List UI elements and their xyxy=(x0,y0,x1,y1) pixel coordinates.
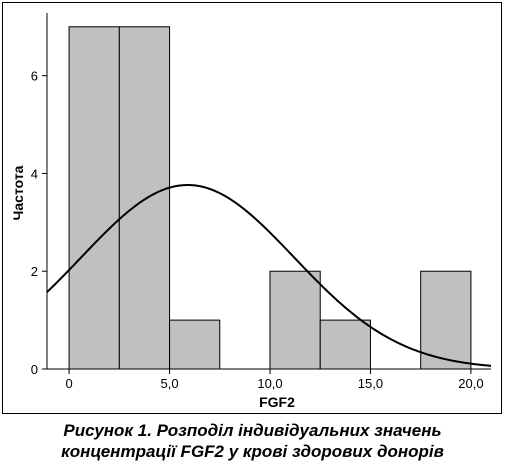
caption-line-1: Рисунок 1. Розподіл індивідуальних значе… xyxy=(63,421,442,440)
x-tick-label-0: 0 xyxy=(65,376,72,391)
normal-curve xyxy=(46,184,492,367)
x-tick-label-3: 15,0 xyxy=(358,376,383,391)
caption-line-2: концентрації FGF2 у крові здорових донор… xyxy=(61,442,444,461)
figure-caption: Рисунок 1. Розподіл індивідуальних значе… xyxy=(0,420,505,462)
chart-frame: 0 5,0 10,0 15,0 20,0 0 2 4 6 FGF2 Частота xyxy=(2,2,502,414)
histogram-bars xyxy=(68,26,472,370)
y-tick-label-1: 2 xyxy=(31,264,38,279)
histogram-bar-8 xyxy=(420,270,472,370)
x-tick-label-1: 5,0 xyxy=(161,376,179,391)
histogram-bar-3 xyxy=(169,319,221,370)
x-tick-label-2: 10,0 xyxy=(257,376,282,391)
histogram-bar-5 xyxy=(269,270,321,370)
y-tick-label-0: 0 xyxy=(31,362,38,377)
x-tick-label-4: 20,0 xyxy=(458,376,483,391)
y-axis-ticks: 0 2 4 6 xyxy=(31,69,47,377)
x-axis-title: FGF2 xyxy=(259,394,295,410)
histogram-bar-1 xyxy=(68,26,120,370)
histogram-bar-2 xyxy=(118,26,171,370)
y-tick-label-3: 6 xyxy=(31,69,38,84)
histogram-chart: 0 5,0 10,0 15,0 20,0 0 2 4 6 FGF2 Частота xyxy=(10,13,492,410)
x-axis-ticks: 0 5,0 10,0 15,0 20,0 xyxy=(65,369,484,391)
y-tick-label-2: 4 xyxy=(31,166,38,181)
histogram-bar-6 xyxy=(319,319,371,370)
y-axis-title: Частота xyxy=(10,165,26,220)
